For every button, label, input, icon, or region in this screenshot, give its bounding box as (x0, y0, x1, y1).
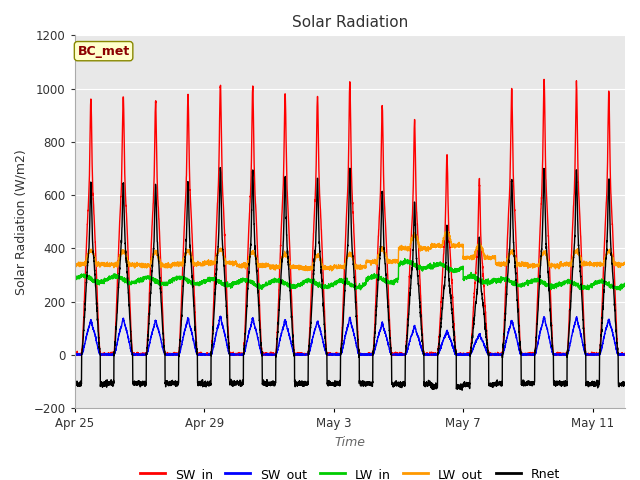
Rnet (464, 381, 472, 386)
Line: SW_in: SW_in (75, 79, 625, 355)
SW_in (159, 304, 166, 310)
SW_out (464, 352, 472, 358)
LW_out (464, 254, 472, 260)
SW_in (409, 205, 417, 211)
LW_in (464, 273, 472, 279)
X-axis label: Time: Time (334, 435, 365, 449)
SW_out (216, 313, 224, 319)
SW_in (403, 331, 411, 336)
Line: LW_out: LW_out (75, 231, 625, 271)
LW_out (621, 261, 629, 266)
Rnet (121, 233, 129, 239)
LW_in (403, 259, 411, 264)
LW_out (71, 264, 79, 269)
LW_out (186, 251, 193, 257)
Rnet (403, 336, 411, 341)
SW_out (186, 323, 193, 328)
Title: Solar Radiation: Solar Radiation (292, 15, 408, 30)
SW_in (464, 352, 472, 358)
Text: BC_met: BC_met (77, 45, 130, 58)
SW_out (621, 351, 629, 357)
LW_in (409, 262, 417, 268)
LW_out (328, 268, 335, 274)
Rnet (621, 383, 629, 388)
Line: SW_out: SW_out (75, 316, 625, 355)
LW_in (71, 275, 79, 281)
SW_in (186, 164, 193, 170)
LW_out (409, 235, 417, 240)
Line: Rnet: Rnet (75, 168, 625, 390)
LW_out (121, 249, 129, 254)
Rnet (409, 255, 417, 261)
Rnet (159, 321, 166, 327)
SW_in (540, 76, 548, 82)
Rnet (71, 381, 79, 386)
LW_out (403, 244, 411, 250)
SW_out (71, 352, 79, 358)
SW_out (159, 344, 166, 349)
Y-axis label: Solar Radiation (W/m2): Solar Radiation (W/m2) (15, 149, 28, 295)
SW_out (403, 347, 411, 353)
LW_in (621, 282, 629, 288)
LW_in (159, 281, 166, 287)
Rnet (458, 387, 466, 393)
Line: LW_in: LW_in (75, 259, 625, 290)
LW_out (443, 228, 451, 234)
SW_out (121, 322, 129, 328)
SW_out (71, 351, 79, 357)
SW_in (71, 352, 79, 358)
LW_in (121, 279, 129, 285)
LW_out (159, 260, 166, 266)
LW_in (186, 277, 193, 283)
SW_in (121, 173, 129, 179)
Rnet (186, 225, 193, 231)
Legend: SW_in, SW_out, LW_in, LW_out, Rnet: SW_in, SW_out, LW_in, LW_out, Rnet (135, 463, 565, 480)
SW_in (621, 352, 629, 358)
LW_in (616, 288, 624, 293)
LW_in (401, 256, 408, 262)
SW_out (409, 329, 417, 335)
Rnet (216, 165, 224, 170)
